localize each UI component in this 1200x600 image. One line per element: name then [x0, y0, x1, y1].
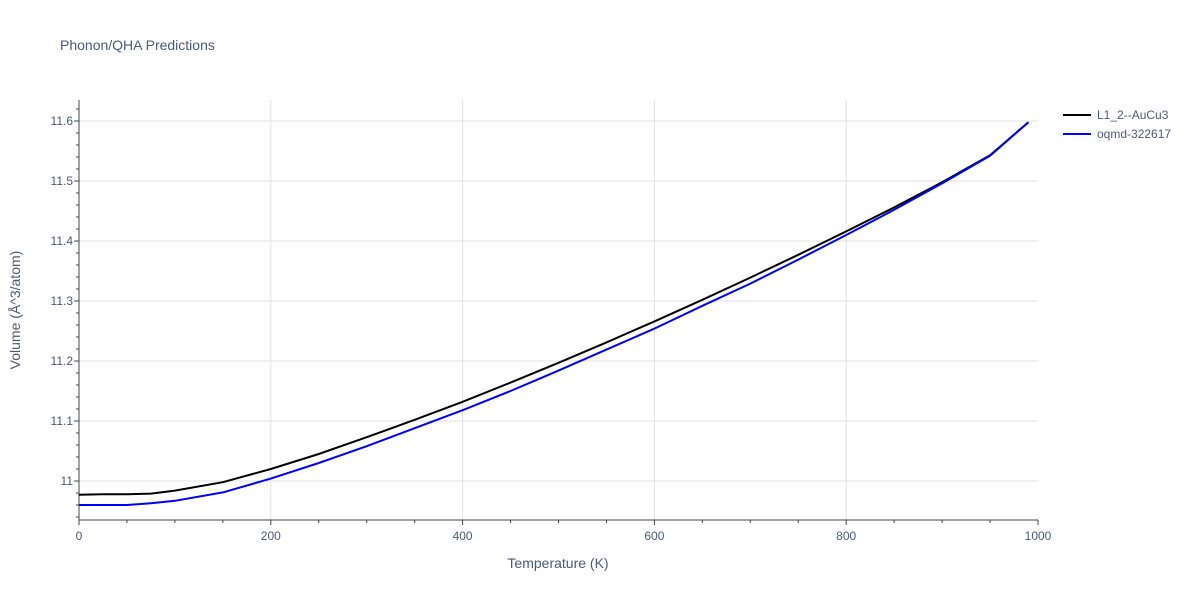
y-tick-label: 11.3 [51, 294, 74, 308]
y-tick-label: 11.6 [51, 114, 74, 128]
x-tick-label: 400 [453, 529, 473, 543]
y-tick-label: 11.2 [51, 354, 74, 368]
series-line-2 [79, 121, 1030, 506]
y-tick-label: 11.5 [51, 174, 74, 188]
grid [79, 100, 1038, 520]
y-tick-label: 11.1 [51, 414, 74, 428]
y-tick-label: 11.4 [51, 234, 74, 248]
legend-label: L1_2--AuCu3 [1097, 108, 1169, 122]
axes: 0 200 400 600 800 1000 11 11.1 11.2 11.3 11.4 11.5 1… [51, 100, 1052, 543]
y-tick-label: 11 [61, 474, 74, 488]
series-line-1 [78, 121, 1030, 496]
y-axis-title: Volume (Å^3/atom) [7, 251, 23, 370]
plot-area [78, 121, 1030, 506]
legend: L1_2--AuCu3 oqmd-322617 [1063, 108, 1171, 141]
chart-title: Phonon/QHA Predictions [60, 37, 215, 53]
x-axis-title: Temperature (K) [507, 555, 608, 571]
x-tick-label: 600 [644, 529, 664, 543]
x-tick-label: 0 [76, 529, 83, 543]
x-tick-label: 1000 [1025, 529, 1052, 543]
x-tick-label: 800 [836, 529, 856, 543]
x-tick-label: 200 [261, 529, 281, 543]
legend-label: oqmd-322617 [1097, 127, 1171, 141]
